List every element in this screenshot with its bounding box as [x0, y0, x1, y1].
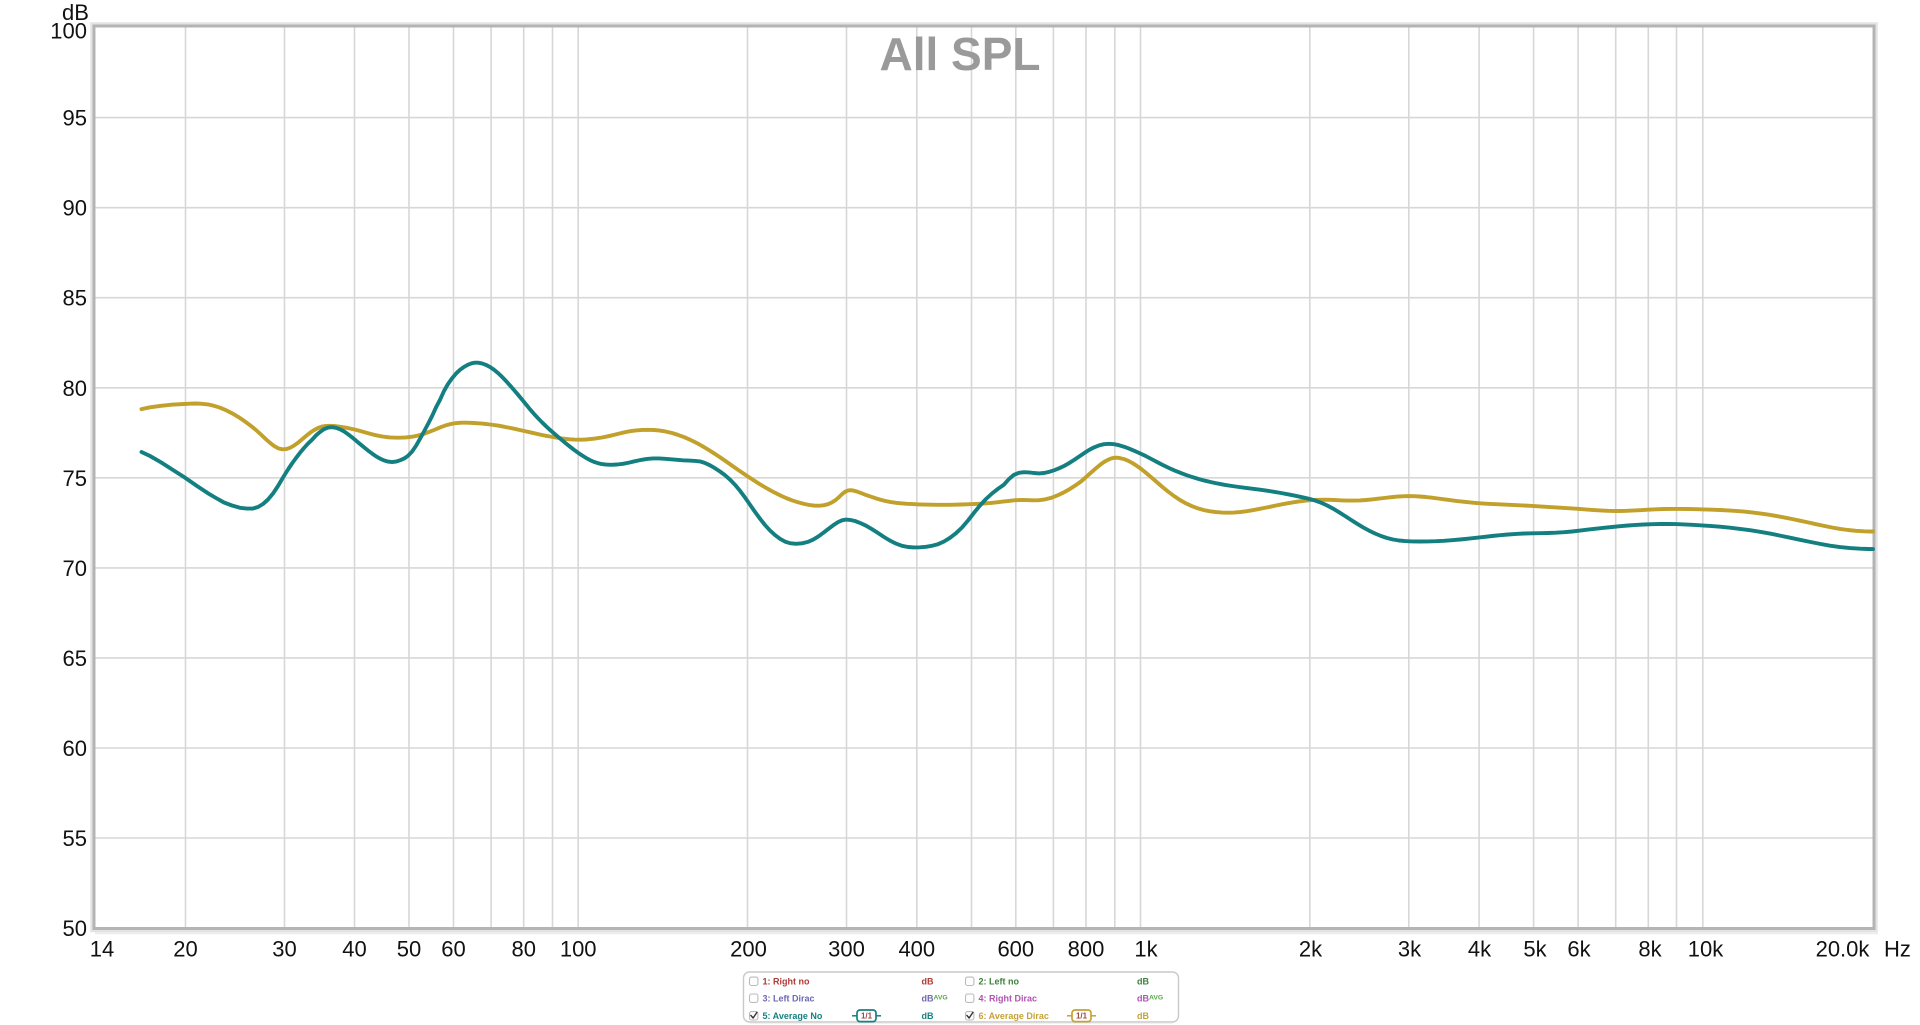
svg-text:100: 100: [560, 937, 597, 962]
svg-text:4k: 4k: [1468, 937, 1492, 962]
svg-text:2k: 2k: [1299, 937, 1323, 962]
svg-text:80: 80: [511, 937, 535, 962]
svg-text:Hz: Hz: [1884, 937, 1911, 962]
svg-text:14: 14: [90, 937, 114, 962]
svg-text:800: 800: [1068, 937, 1105, 962]
svg-text:dB: dB: [922, 1011, 934, 1021]
svg-text:20: 20: [173, 937, 197, 962]
svg-text:3k: 3k: [1398, 937, 1422, 962]
svg-text:AVG: AVG: [1149, 994, 1163, 1001]
svg-text:1: Right no: 1: Right no: [763, 977, 810, 987]
svg-text:All SPL: All SPL: [879, 28, 1040, 80]
svg-text:3: Left Dirac: 3: Left Dirac: [763, 994, 815, 1004]
svg-text:2: Left no: 2: Left no: [979, 977, 1020, 987]
svg-text:5: Average No: 5: Average No: [763, 1011, 823, 1021]
svg-text:50: 50: [397, 937, 421, 962]
svg-text:85: 85: [63, 286, 87, 311]
svg-text:90: 90: [63, 196, 87, 221]
svg-text:8k: 8k: [1638, 937, 1662, 962]
svg-text:70: 70: [63, 556, 87, 581]
svg-text:dB: dB: [922, 994, 934, 1004]
svg-text:55: 55: [63, 826, 87, 851]
svg-text:dB: dB: [1137, 994, 1149, 1004]
svg-text:60: 60: [441, 937, 465, 962]
svg-text:300: 300: [828, 937, 865, 962]
svg-text:30: 30: [272, 937, 296, 962]
svg-text:1/1: 1/1: [861, 1012, 873, 1021]
svg-text:20.0k: 20.0k: [1816, 937, 1871, 962]
svg-text:1k: 1k: [1134, 937, 1158, 962]
svg-text:4: Right Dirac: 4: Right Dirac: [979, 994, 1038, 1004]
svg-text:75: 75: [63, 466, 87, 491]
svg-text:dB: dB: [1137, 1011, 1149, 1021]
svg-text:100: 100: [50, 19, 87, 44]
svg-text:95: 95: [63, 106, 87, 131]
svg-text:400: 400: [898, 937, 935, 962]
svg-text:1/1: 1/1: [1076, 1012, 1088, 1021]
svg-text:6: Average Dirac: 6: Average Dirac: [979, 1011, 1049, 1021]
svg-text:dB: dB: [1137, 977, 1149, 987]
svg-text:5k: 5k: [1523, 937, 1547, 962]
svg-text:65: 65: [63, 646, 87, 671]
svg-text:AVG: AVG: [934, 994, 948, 1001]
svg-text:200: 200: [730, 937, 767, 962]
svg-text:dB: dB: [922, 977, 934, 987]
svg-text:60: 60: [63, 736, 87, 761]
svg-text:10k: 10k: [1688, 937, 1724, 962]
svg-text:6k: 6k: [1567, 937, 1591, 962]
svg-text:600: 600: [997, 937, 1034, 962]
svg-text:50: 50: [63, 916, 87, 941]
svg-text:dB: dB: [62, 0, 89, 25]
svg-text:80: 80: [63, 376, 87, 401]
svg-text:40: 40: [342, 937, 366, 962]
